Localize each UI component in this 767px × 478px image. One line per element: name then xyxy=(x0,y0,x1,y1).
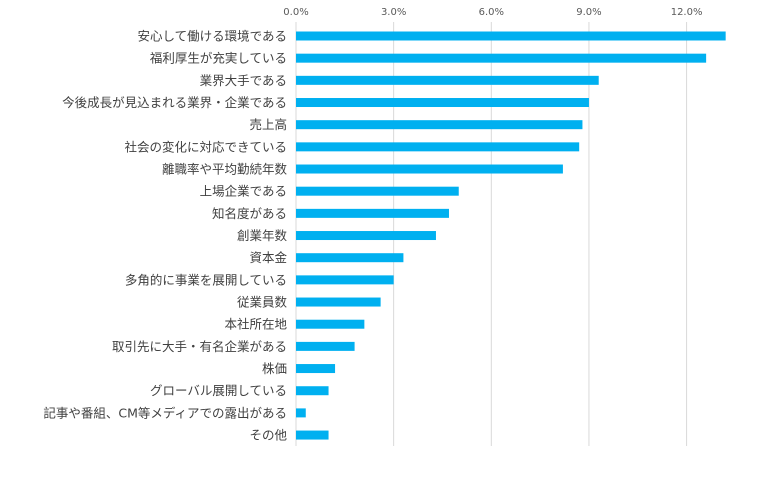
bar xyxy=(296,120,583,130)
x-tick-label: 3.0% xyxy=(381,7,406,18)
category-label: 社会の変化に対応できている xyxy=(124,139,287,154)
category-label: 福利厚生が充実している xyxy=(150,51,287,66)
bar xyxy=(296,53,707,63)
bar xyxy=(296,430,329,440)
bar xyxy=(296,408,306,418)
bar xyxy=(296,164,563,174)
category-label: 従業員数 xyxy=(237,295,288,310)
category-label: 業界大手である xyxy=(200,73,287,88)
category-label: 安心して働ける環境である xyxy=(137,29,287,44)
category-label: 取引先に大手・有名企業がある xyxy=(112,339,287,354)
bar xyxy=(296,253,404,263)
x-tick-label: 6.0% xyxy=(479,7,504,18)
bar xyxy=(296,275,394,285)
x-axis-ticks: 0.0% 3.0% 6.0% 9.0% 12.0% xyxy=(283,7,702,18)
bar xyxy=(296,319,365,329)
x-tick-label: 9.0% xyxy=(576,7,601,18)
category-label: 今後成長が見込まれる業界・企業である xyxy=(62,95,287,110)
bar xyxy=(296,142,580,152)
bar xyxy=(296,98,589,108)
category-label: 上場企業である xyxy=(200,184,287,199)
bar xyxy=(296,31,726,41)
category-label: 資本金 xyxy=(249,250,287,265)
category-label: 記事や番組、CM等メディアでの露出がある xyxy=(43,405,287,420)
bar xyxy=(296,341,355,351)
category-label: 創業年数 xyxy=(237,228,288,243)
bar xyxy=(296,208,449,218)
x-tick-label: 0.0% xyxy=(283,7,308,18)
category-label: 知名度がある xyxy=(212,206,287,221)
category-label: 株価 xyxy=(262,361,287,376)
category-label: グローバル展開している xyxy=(150,383,287,398)
x-tick-label: 12.0% xyxy=(671,7,703,18)
category-label: その他 xyxy=(249,428,287,443)
category-labels: 安心して働ける環境である福利厚生が充実している業界大手である今後成長が見込まれる… xyxy=(43,29,287,443)
category-label: 離職率や平均勤続年数 xyxy=(162,162,288,177)
category-label: 売上高 xyxy=(249,117,287,132)
category-label: 多角的に事業を展開している xyxy=(125,272,287,287)
bars xyxy=(296,31,726,440)
bar xyxy=(296,186,459,196)
category-label: 本社所在地 xyxy=(224,317,287,332)
bar xyxy=(296,75,599,85)
bar xyxy=(296,297,381,307)
gridlines xyxy=(295,22,688,446)
bar xyxy=(296,231,436,241)
bar xyxy=(296,364,336,374)
bar xyxy=(296,386,329,396)
